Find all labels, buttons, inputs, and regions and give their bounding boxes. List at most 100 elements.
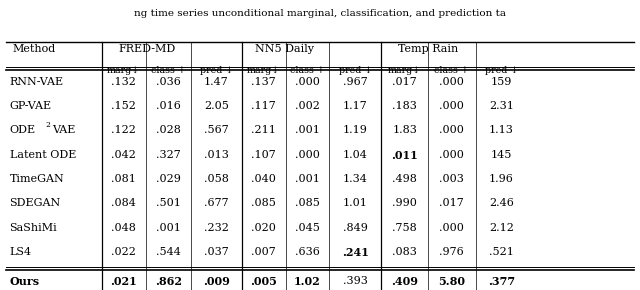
Text: 1.13: 1.13: [489, 126, 514, 135]
Text: .013: .013: [204, 150, 229, 160]
Text: .000: .000: [439, 126, 464, 135]
Text: .011: .011: [391, 150, 418, 161]
Text: marg↓: marg↓: [107, 66, 140, 75]
Text: .544: .544: [156, 247, 181, 257]
Text: 2.46: 2.46: [489, 198, 514, 208]
Text: .045: .045: [295, 223, 320, 233]
Text: .117: .117: [251, 101, 276, 111]
Text: .085: .085: [251, 198, 276, 208]
Text: .636: .636: [295, 247, 320, 257]
Text: .085: .085: [295, 198, 320, 208]
Text: .501: .501: [156, 198, 181, 208]
Text: .040: .040: [251, 174, 276, 184]
Text: .000: .000: [439, 101, 464, 111]
Text: .000: .000: [295, 150, 320, 160]
Text: .022: .022: [111, 247, 136, 257]
Text: .849: .849: [343, 223, 368, 233]
Text: .036: .036: [156, 77, 181, 87]
Text: .000: .000: [439, 223, 464, 233]
Text: marg↓: marg↓: [388, 66, 421, 75]
Text: .409: .409: [391, 276, 418, 287]
Text: marg↓: marg↓: [247, 66, 280, 75]
Text: SaShiMi: SaShiMi: [10, 223, 58, 233]
Text: .122: .122: [111, 126, 136, 135]
Text: .021: .021: [110, 276, 137, 287]
Text: 1.34: 1.34: [343, 174, 368, 184]
Text: .967: .967: [343, 77, 368, 87]
Text: .001: .001: [156, 223, 181, 233]
Text: Temp Rain: Temp Rain: [398, 44, 459, 54]
Text: TimeGAN: TimeGAN: [10, 174, 64, 184]
Text: 1.01: 1.01: [343, 198, 368, 208]
Text: 2.12: 2.12: [489, 223, 514, 233]
Text: .393: .393: [343, 276, 368, 286]
Text: ng time series unconditional marginal, classification, and prediction ta: ng time series unconditional marginal, c…: [134, 9, 506, 18]
Text: Latent ODE: Latent ODE: [10, 150, 76, 160]
Text: .000: .000: [439, 150, 464, 160]
Text: pred ↓: pred ↓: [339, 66, 372, 75]
Text: .020: .020: [251, 223, 276, 233]
Text: .152: .152: [111, 101, 136, 111]
Text: LS4: LS4: [10, 247, 31, 257]
Text: FRED-MD: FRED-MD: [118, 44, 175, 54]
Text: 1.02: 1.02: [294, 276, 321, 287]
Text: .005: .005: [250, 276, 277, 287]
Text: .016: .016: [156, 101, 181, 111]
Text: .758: .758: [392, 223, 417, 233]
Text: .048: .048: [111, 223, 136, 233]
Text: .083: .083: [392, 247, 417, 257]
Text: 159: 159: [491, 77, 512, 87]
Text: pred ↓: pred ↓: [484, 66, 518, 75]
Text: 1.47: 1.47: [204, 77, 229, 87]
Text: Method: Method: [13, 44, 56, 54]
Text: .000: .000: [295, 77, 320, 87]
Text: GP-VAE: GP-VAE: [10, 101, 52, 111]
Text: 2.31: 2.31: [489, 101, 514, 111]
Text: .211: .211: [251, 126, 276, 135]
Text: class ↑: class ↑: [151, 66, 186, 75]
Text: class ↑: class ↑: [290, 66, 325, 75]
Text: .990: .990: [392, 198, 417, 208]
Text: SDEGAN: SDEGAN: [10, 198, 61, 208]
Text: .001: .001: [295, 174, 320, 184]
Text: pred ↓: pred ↓: [200, 66, 233, 75]
Text: .677: .677: [204, 198, 229, 208]
Text: 1.96: 1.96: [489, 174, 514, 184]
Text: .001: .001: [295, 126, 320, 135]
Text: .377: .377: [488, 276, 515, 287]
Text: VAE: VAE: [52, 126, 76, 135]
Text: 145: 145: [491, 150, 512, 160]
Text: Ours: Ours: [10, 276, 40, 287]
Text: 2.05: 2.05: [204, 101, 229, 111]
Text: NN5 Daily: NN5 Daily: [255, 44, 314, 54]
Text: .017: .017: [439, 198, 464, 208]
Text: .107: .107: [251, 150, 276, 160]
Text: .241: .241: [342, 247, 369, 258]
Text: .002: .002: [295, 101, 320, 111]
Text: .183: .183: [392, 101, 417, 111]
Text: .028: .028: [156, 126, 181, 135]
Text: .976: .976: [439, 247, 464, 257]
Text: class ↑: class ↑: [435, 66, 469, 75]
Text: .007: .007: [251, 247, 276, 257]
Text: .058: .058: [204, 174, 229, 184]
Text: .862: .862: [155, 276, 182, 287]
Text: .037: .037: [204, 247, 229, 257]
Text: .000: .000: [439, 77, 464, 87]
Text: .081: .081: [111, 174, 136, 184]
Text: .042: .042: [111, 150, 136, 160]
Text: ODE: ODE: [10, 126, 36, 135]
Text: 1.83: 1.83: [392, 126, 417, 135]
Text: RNN-VAE: RNN-VAE: [10, 77, 63, 87]
Text: .521: .521: [489, 247, 514, 257]
Text: .132: .132: [111, 77, 136, 87]
Text: .567: .567: [204, 126, 229, 135]
Text: .009: .009: [203, 276, 230, 287]
Text: 1.17: 1.17: [343, 101, 368, 111]
Text: 5.80: 5.80: [438, 276, 465, 287]
Text: 1.19: 1.19: [343, 126, 368, 135]
Text: 1.04: 1.04: [343, 150, 368, 160]
Text: .137: .137: [251, 77, 276, 87]
Text: 2: 2: [46, 121, 51, 129]
Text: .232: .232: [204, 223, 229, 233]
